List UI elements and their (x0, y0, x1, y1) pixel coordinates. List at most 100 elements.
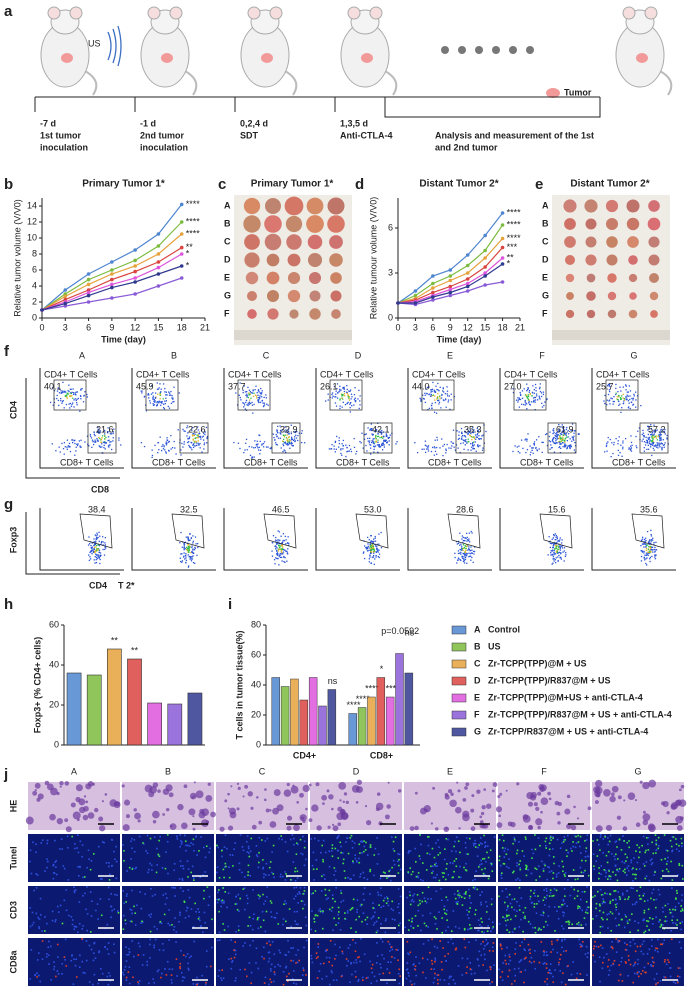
event-dot (79, 440, 80, 441)
tumor-specimen (587, 310, 595, 318)
event-dot (183, 443, 184, 444)
stained-cell (196, 790, 204, 798)
event-dot (279, 549, 280, 550)
event-dot (467, 549, 468, 550)
stained-signal (378, 917, 380, 919)
event-dot (475, 441, 476, 442)
stained-signal (224, 929, 226, 931)
stained-signal (656, 844, 658, 846)
nucleus (182, 865, 184, 867)
event-dot (351, 394, 352, 395)
stained-signal (442, 872, 444, 874)
nucleus (600, 873, 602, 875)
event-dot (60, 398, 61, 399)
nucleus (472, 880, 474, 882)
event-dot (653, 542, 654, 543)
significance: ** (131, 645, 139, 655)
event-dot (272, 555, 273, 556)
event-dot (623, 394, 624, 395)
stained-signal (118, 912, 120, 914)
stained-signal (369, 869, 371, 871)
event-dot (372, 434, 373, 435)
event-dot (339, 443, 340, 444)
event-dot (437, 397, 438, 398)
event-dot (344, 389, 345, 390)
nucleus (46, 843, 48, 845)
stained-signal (444, 912, 446, 914)
event-dot (628, 400, 629, 401)
stained-signal (295, 867, 297, 869)
stained-signal (587, 912, 589, 914)
stained-signal (608, 851, 610, 853)
stained-signal (621, 919, 623, 921)
nucleus (404, 927, 406, 929)
event-dot (461, 439, 462, 440)
nucleus (287, 851, 289, 853)
nucleus (534, 895, 536, 897)
event-dot (280, 557, 281, 558)
stained-signal (664, 834, 666, 836)
event-dot (539, 387, 540, 388)
nucleus (131, 847, 133, 849)
event-dot (653, 448, 654, 449)
event-dot (170, 448, 171, 449)
stained-signal (258, 894, 260, 896)
event-dot (654, 549, 655, 550)
stained-cell (483, 788, 486, 791)
event-dot (253, 396, 254, 397)
nucleus (366, 923, 368, 925)
event-dot (274, 546, 275, 547)
stained-signal (478, 844, 480, 846)
event-dot (204, 442, 205, 443)
event-dot (651, 436, 652, 437)
stained-cell (365, 805, 367, 807)
stained-signal (550, 836, 552, 838)
event-dot (642, 430, 643, 431)
nucleus (444, 859, 446, 861)
stained-signal (71, 836, 73, 838)
stained-signal (247, 925, 249, 927)
nucleus (567, 835, 569, 837)
event-dot (646, 449, 647, 450)
stained-cell (465, 782, 469, 786)
nucleus (516, 910, 518, 912)
stained-signal (617, 858, 619, 860)
stained-signal (481, 931, 483, 933)
nucleus (376, 837, 378, 839)
nucleus (429, 853, 431, 855)
event-dot (382, 449, 383, 450)
stained-cell (149, 786, 157, 794)
stained-signal (615, 874, 617, 876)
nucleus (531, 849, 533, 851)
tumor-specimen (563, 199, 576, 212)
nucleus (52, 911, 54, 913)
photo-row-label: D (224, 254, 231, 264)
event-dot (549, 449, 550, 450)
nucleus (549, 871, 551, 873)
stained-signal (507, 905, 509, 907)
event-dot (101, 439, 102, 440)
data-point (110, 268, 114, 272)
event-dot (286, 561, 287, 562)
event-dot (551, 551, 552, 552)
event-dot (482, 450, 483, 451)
stained-signal (492, 926, 494, 928)
event-dot (332, 397, 333, 398)
event-dot (274, 563, 275, 564)
y-tick-label: 14 (27, 200, 37, 210)
nucleus (81, 856, 83, 858)
event-dot (552, 554, 553, 555)
event-dot (80, 440, 81, 441)
event-dot (182, 446, 183, 447)
event-dot (642, 434, 643, 435)
stained-signal (415, 915, 417, 917)
event-dot (171, 395, 172, 396)
event-dot (536, 395, 537, 396)
stained-signal (476, 889, 478, 891)
event-dot (192, 542, 193, 543)
data-point (87, 291, 91, 295)
stained-signal (553, 895, 555, 897)
stained-signal (586, 847, 588, 849)
event-dot (556, 535, 557, 536)
stained-signal (370, 844, 372, 846)
